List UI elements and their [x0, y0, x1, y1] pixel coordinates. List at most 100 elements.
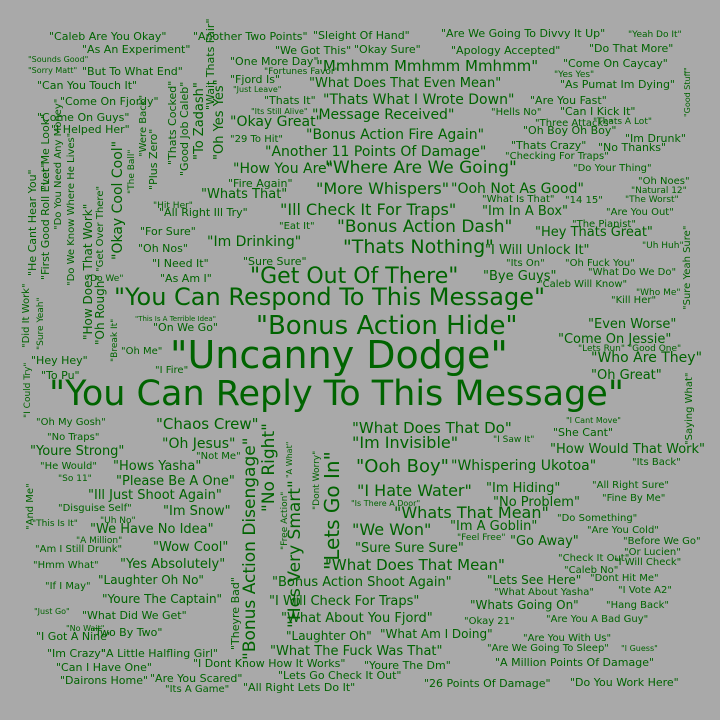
- cloud-phrase: "Disguise Self": [58, 503, 132, 514]
- cloud-phrase: "Hows Yasha": [113, 459, 202, 474]
- cloud-phrase: "I Will Check For Traps": [269, 594, 420, 609]
- cloud-phrase: "Are You A Bad Guy": [546, 614, 649, 625]
- cloud-phrase: "We Have No Idea": [90, 522, 214, 537]
- cloud-phrase: "Do Your Thing": [573, 163, 652, 174]
- cloud-phrase: "Come On Jessie": [558, 332, 672, 347]
- cloud-phrase: "Kill Her": [611, 295, 657, 306]
- cloud-phrase: "Get Over There": [95, 185, 106, 272]
- cloud-phrase: "Did It Work": [21, 283, 32, 348]
- cloud-phrase: "Sure Yeah Sure": [682, 225, 693, 310]
- cloud-phrase: "Yes Absolutely": [120, 557, 226, 572]
- cloud-phrase: "Are You Out": [606, 207, 674, 218]
- cloud-phrase: "Feel Free": [457, 533, 506, 543]
- cloud-phrase: "Oh Boy Oh Boy": [523, 124, 617, 137]
- cloud-phrase: "Yes Yes": [554, 70, 595, 80]
- cloud-phrase: "Caleb No": [564, 565, 619, 576]
- cloud-phrase: "Fjord Is": [230, 73, 281, 86]
- cloud-phrase: "Wow Cool": [153, 540, 229, 555]
- cloud-phrase: "Or Lucien": [624, 547, 681, 558]
- cloud-phrase: "And Me": [25, 483, 36, 530]
- cloud-phrase: "On We Go": [153, 321, 218, 334]
- cloud-phrase: "14 15": [565, 195, 603, 206]
- cloud-phrase: "Before We Go": [623, 536, 701, 547]
- cloud-phrase: "For Sure": [140, 225, 196, 238]
- cloud-phrase: "Are You Cold": [587, 525, 659, 536]
- cloud-phrase: "Do You Work Here": [570, 676, 679, 689]
- cloud-phrase: "Are You Fast": [530, 94, 607, 107]
- cloud-phrase: "More Whispers": [316, 179, 450, 198]
- cloud-phrase: "I Vote A2": [618, 585, 672, 596]
- cloud-phrase: "Oh My Gosh": [36, 417, 106, 428]
- cloud-phrase: "I Dont Know How It Works": [193, 657, 346, 670]
- cloud-phrase: "A Million": [76, 536, 123, 546]
- cloud-phrase: "Caleb Are You Okay": [49, 30, 167, 43]
- cloud-phrase: "Thats Nothing": [343, 236, 494, 258]
- cloud-phrase: "This Is A Terrible Idea": [135, 315, 216, 323]
- cloud-phrase: "Thats Crazy": [511, 139, 587, 152]
- cloud-phrase: "Good Job Caleb": [178, 81, 191, 176]
- cloud-phrase: "He Cant Hear You": [26, 169, 39, 276]
- cloud-phrase: "Hmm What": [33, 560, 99, 571]
- cloud-phrase: "I Cant Move": [566, 416, 621, 425]
- cloud-phrase: "Its On": [506, 258, 545, 269]
- cloud-phrase: "How Would That Work": [550, 442, 706, 457]
- cloud-phrase: "Fire Again": [228, 177, 293, 190]
- cloud-phrase: "I Will Unlock It": [485, 243, 590, 258]
- cloud-phrase: "Who Me": [636, 288, 681, 298]
- cloud-phrase: "Bonus Action Hide": [256, 311, 518, 341]
- cloud-phrase: "I Guess": [621, 644, 658, 653]
- cloud-phrase: "Sure Sure": [243, 255, 307, 268]
- cloud-phrase: "Youre The Captain": [102, 592, 223, 606]
- cloud-phrase: "Sure Sure Sure": [355, 541, 464, 556]
- cloud-phrase: "He Would": [40, 461, 97, 472]
- cloud-phrase: "Okay Great": [230, 114, 323, 130]
- cloud-phrase: "Good Stuff": [683, 67, 692, 117]
- cloud-phrase: "Lets Go In": [320, 451, 344, 570]
- cloud-phrase: "Oh Me": [121, 346, 163, 357]
- cloud-phrase: "Ooh Not As Good": [451, 181, 584, 197]
- cloud-phrase: "Sleight Of Hand": [313, 29, 410, 42]
- cloud-phrase: "Are We Going To Sleep": [487, 643, 609, 654]
- cloud-phrase: "One More Day": [230, 55, 319, 68]
- cloud-phrase: "What Is That": [482, 194, 555, 205]
- cloud-phrase: "I Saw It": [493, 435, 535, 445]
- cloud-phrase: "Can You Touch It": [37, 79, 138, 92]
- cloud-phrase: "What Does That Mean": [325, 556, 505, 574]
- cloud-phrase: "29 To Hit": [230, 134, 284, 145]
- cloud-phrase: "Dont Hit Me": [590, 573, 659, 584]
- cloud-phrase: "A What": [285, 441, 294, 478]
- cloud-phrase: "Its Still Alive": [251, 107, 308, 116]
- cloud-phrase: "Even Worse": [588, 317, 677, 332]
- cloud-phrase: "Uncanny Dodge": [170, 333, 508, 377]
- cloud-phrase: "Please Be A One": [116, 474, 235, 489]
- cloud-phrase: "Free Action": [280, 491, 290, 550]
- cloud-phrase: "Fortunes Favor": [264, 67, 339, 77]
- cloud-phrase: "What Am I Doing": [380, 627, 493, 641]
- cloud-phrase: "Break It": [110, 318, 120, 362]
- cloud-phrase: "Lets Run": [578, 344, 626, 354]
- cloud-phrase: "Oh Rough": [93, 275, 107, 345]
- cloud-phrase: "Thats A Lot": [593, 117, 652, 127]
- cloud-phrase: "Hells No": [491, 107, 542, 118]
- cloud-phrase: "This Is It": [32, 519, 78, 529]
- cloud-phrase: "Whats That": [201, 187, 288, 202]
- cloud-phrase: "Its A Game": [165, 684, 230, 695]
- cloud-phrase: "What About You Fjord": [281, 611, 433, 626]
- cloud-phrase: "Who Are They": [591, 350, 703, 366]
- cloud-phrase: "Bye Guys": [483, 269, 557, 284]
- cloud-phrase: "Are We Going To Divvy It Up": [441, 27, 606, 40]
- cloud-phrase: "Get Out Of There": [250, 264, 459, 289]
- cloud-phrase: "Im A Goblin": [450, 519, 538, 534]
- cloud-phrase: "I Got A Nine": [36, 630, 112, 643]
- cloud-phrase: "What The Fuck Was That": [270, 644, 443, 659]
- cloud-phrase: "I Could Try": [23, 362, 33, 418]
- cloud-phrase: "Come On Fjordy": [60, 95, 159, 108]
- cloud-phrase: "Ill Just Shoot Again": [88, 488, 222, 503]
- cloud-phrase: "Yeah Do It": [628, 30, 682, 40]
- cloud-phrase: "Do Something": [557, 513, 638, 524]
- cloud-phrase: "Sure Yeah": [36, 297, 46, 350]
- cloud-phrase: "Come On Caycay": [563, 57, 668, 70]
- cloud-phrase: "How You Are": [233, 161, 334, 177]
- cloud-phrase: "If I May": [45, 581, 91, 592]
- cloud-phrase: "Whats That Mean": [394, 503, 549, 522]
